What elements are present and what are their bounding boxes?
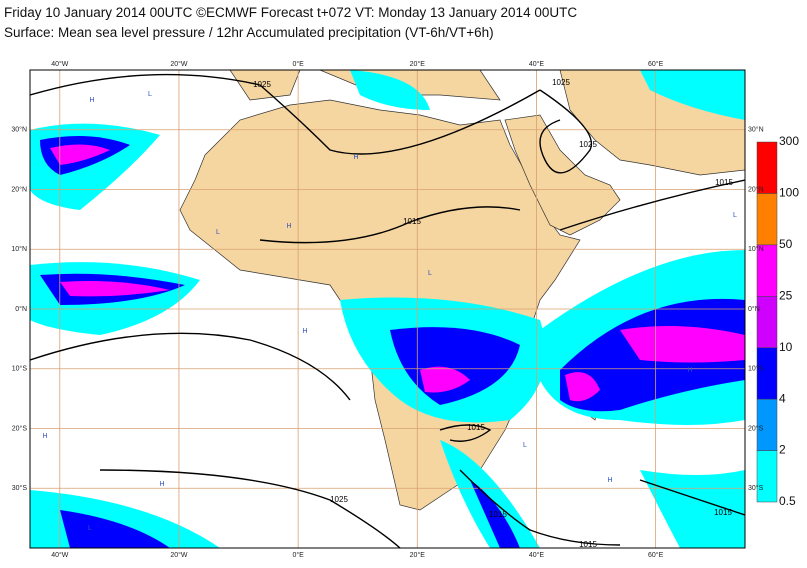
contour-label: 1015 bbox=[489, 510, 507, 519]
colorbar-segment bbox=[756, 347, 778, 400]
contour-label: 1015 bbox=[403, 217, 421, 226]
pressure-center: H bbox=[353, 154, 358, 161]
x-tick-label: 0°E bbox=[292, 551, 304, 559]
colorbar-label: 50 bbox=[779, 237, 793, 251]
graticule bbox=[30, 70, 745, 548]
y-tick-label: 30°N bbox=[11, 126, 27, 134]
y-tick-label: 10°S bbox=[12, 365, 28, 373]
colorbar-label: 25 bbox=[779, 288, 793, 302]
map-area bbox=[30, 70, 745, 548]
x-tick-label: 40°W bbox=[51, 551, 69, 559]
pressure-center: L bbox=[428, 270, 432, 277]
x-tick-label: 0°E bbox=[292, 60, 304, 68]
y-tick-label: 30°S bbox=[12, 484, 28, 492]
pressure-center: H bbox=[302, 328, 307, 335]
pressure-center: H bbox=[607, 477, 612, 484]
x-tick-label: 20°E bbox=[410, 60, 426, 68]
y-tick-label: 10°N bbox=[11, 245, 27, 253]
title: Friday 10 January 2014 00UTC ©ECMWF Fore… bbox=[4, 5, 577, 20]
y-tick-label: 20°N bbox=[748, 185, 764, 193]
contour-label: 1025 bbox=[253, 80, 271, 89]
pressure-center: L bbox=[216, 229, 220, 236]
isobars bbox=[30, 73, 745, 548]
y-tick-label: 10°S bbox=[748, 365, 764, 373]
x-tick-label: 20°W bbox=[170, 551, 188, 559]
pressure-center: H bbox=[286, 223, 291, 230]
contour-label: 1015 bbox=[714, 508, 732, 517]
colorbar-segment bbox=[756, 296, 778, 348]
pressure-centers: H L H L H L H H L H L H H L bbox=[42, 91, 737, 532]
contour-labels: 1025 1025 1025 1015 1015 1015 1025 1015 … bbox=[253, 78, 733, 549]
contour-label: 1025 bbox=[579, 140, 597, 149]
x-tick-label: 60°E bbox=[648, 551, 664, 559]
pressure-center: L bbox=[733, 212, 737, 219]
pressure-center: H bbox=[159, 481, 164, 488]
y-tick-label: 10°N bbox=[748, 245, 764, 253]
colorbar-segment bbox=[756, 193, 778, 246]
colorbar-label: 10 bbox=[779, 340, 793, 354]
map-frame bbox=[29, 69, 746, 549]
colorbar-label: 0.5 bbox=[779, 494, 796, 508]
precipitation bbox=[30, 70, 745, 548]
x-tick-label: 20°E bbox=[410, 551, 426, 559]
y-tick-label: 0°N bbox=[748, 305, 760, 313]
pressure-center: L bbox=[523, 442, 527, 449]
y-tick-label: 20°S bbox=[12, 424, 28, 432]
pressure-center: L bbox=[148, 91, 152, 98]
x-tick-label: 40°W bbox=[51, 60, 69, 68]
contour-label: 1025 bbox=[330, 495, 348, 504]
colorbar-label: 2 bbox=[779, 443, 786, 457]
pressure-center: H bbox=[42, 433, 47, 440]
contour-label: 1025 bbox=[552, 78, 570, 87]
y-tick-label: 0°N bbox=[15, 305, 27, 313]
colorbar-label: 100 bbox=[779, 186, 799, 200]
pressure-center: H bbox=[89, 97, 94, 104]
x-tick-label: 40°E bbox=[529, 60, 545, 68]
contour-label: 1015 bbox=[715, 178, 733, 187]
x-tick-label: 60°E bbox=[648, 60, 664, 68]
y-tick-label: 30°S bbox=[748, 484, 764, 492]
contour-label: 1015 bbox=[467, 423, 485, 432]
contour-label: 1015 bbox=[579, 540, 597, 549]
y-tick-label: 20°S bbox=[748, 424, 764, 432]
pressure-center: L bbox=[88, 525, 92, 532]
subtitle: Surface: Mean sea level pressure / 12hr … bbox=[4, 25, 494, 40]
colorbar-label: 4 bbox=[779, 391, 786, 405]
x-tick-label: 40°E bbox=[529, 551, 545, 559]
y-tick-label: 20°N bbox=[11, 185, 27, 193]
colorbar-label: 300 bbox=[779, 134, 799, 148]
colorbar-segment bbox=[756, 141, 778, 194]
y-tick-label: 30°N bbox=[748, 126, 764, 134]
pressure-center: H bbox=[687, 367, 692, 374]
colorbar-segment bbox=[756, 450, 778, 503]
x-tick-label: 20°W bbox=[170, 60, 188, 68]
colorbar: 0.5 2 4 10 25 50 100 300 bbox=[756, 134, 799, 508]
